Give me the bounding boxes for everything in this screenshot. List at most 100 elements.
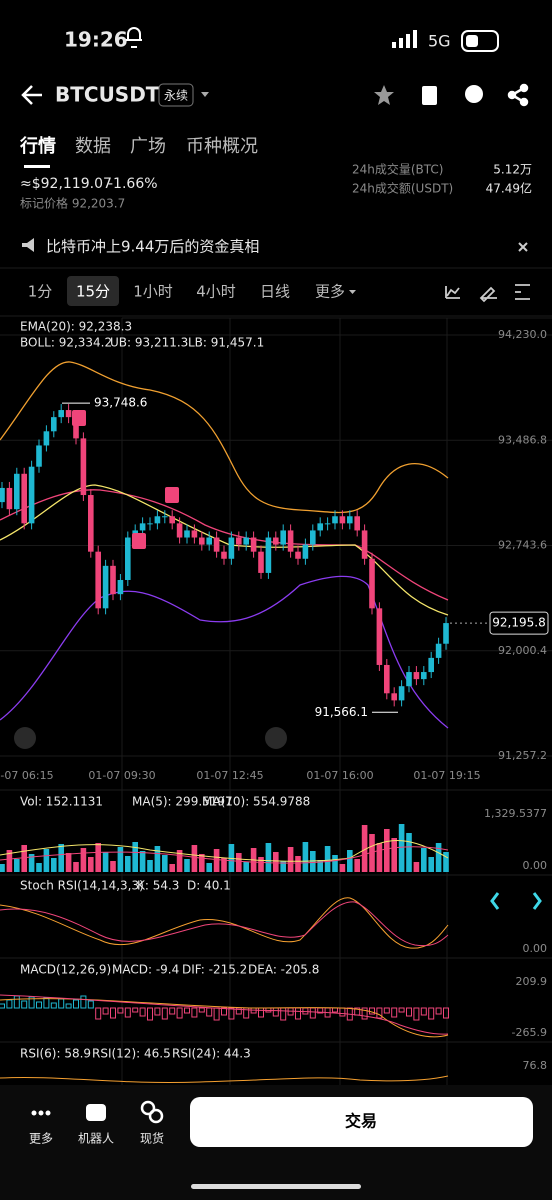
banner[interactable]: 比特币冲上9.44万后的资金真相 — [46, 238, 259, 256]
stoch-k: K: 54.3 — [137, 879, 179, 893]
interval[interactable]: 日线 — [260, 283, 290, 301]
time-grid — [121, 317, 552, 1085]
signal-icon — [392, 30, 417, 48]
interval[interactable]: 更多 — [315, 283, 345, 301]
volume-bar — [80, 848, 87, 872]
macd-bar — [65, 1003, 72, 1009]
tab[interactable]: 币种概况 — [186, 136, 258, 157]
widget[interactable] — [490, 892, 542, 910]
draw-tool[interactable] — [479, 286, 497, 303]
volume-bar — [169, 864, 175, 872]
interval[interactable]: 1小时 — [133, 283, 173, 301]
macd-bar — [147, 1007, 153, 1021]
robot-icon[interactable] — [86, 1104, 106, 1121]
volume-bar — [139, 851, 146, 872]
settings[interactable] — [515, 284, 530, 300]
bot-icon[interactable] — [465, 85, 483, 103]
dea-line — [0, 994, 449, 1035]
last-price-box — [489, 611, 549, 635]
macd-bar — [87, 1000, 94, 1009]
high-label: 93,748.6 — [94, 396, 147, 410]
macd-bar — [0, 1003, 5, 1009]
more-icon[interactable] — [31, 1110, 51, 1116]
macd-bar — [228, 1007, 235, 1020]
mark-price: 标记价格 92,203.7 — [20, 196, 125, 211]
volume-bar — [147, 860, 153, 872]
volume-bar — [280, 861, 286, 872]
notes[interactable] — [422, 86, 437, 105]
ub-label: UB: 93,211.3 — [110, 336, 188, 350]
macd-bar — [198, 1007, 205, 1013]
volume-bar — [258, 857, 264, 872]
home-indicator — [191, 1184, 361, 1189]
rsi12: RSI(12): 46.5 — [92, 1047, 171, 1061]
vol: 5.12万 — [493, 163, 532, 177]
volume-bar — [21, 845, 27, 872]
volume-bar — [117, 847, 124, 872]
volume-bar — [287, 847, 294, 872]
vol-top: 1,329.5377 — [484, 807, 547, 820]
vol-bottom: 0.00 — [523, 859, 548, 872]
macd-bar — [221, 1007, 227, 1016]
macd-bar — [154, 1007, 161, 1016]
volume-bar — [65, 853, 72, 872]
tab[interactable]: 广场 — [130, 136, 166, 157]
volume-bar — [421, 848, 427, 872]
volume-bar — [176, 850, 183, 872]
trade[interactable]: 交易 — [345, 1112, 377, 1131]
volume-bar — [0, 864, 5, 872]
volume-bar — [14, 859, 20, 872]
volume-bar — [369, 834, 375, 872]
macd-bar — [413, 1007, 420, 1021]
favorite[interactable] — [374, 85, 394, 105]
volume-bar — [391, 838, 397, 872]
volume-bar — [324, 846, 331, 872]
macd-bar — [110, 1007, 116, 1019]
change: -1.66% — [108, 176, 158, 192]
boll-upper — [0, 361, 449, 514]
share[interactable] — [507, 83, 529, 107]
speaker-icon — [22, 238, 34, 252]
interval[interactable]: 4小时 — [196, 283, 236, 301]
interval[interactable]: 1分 — [28, 283, 53, 301]
macd-bar — [50, 1002, 57, 1009]
dropdown[interactable] — [201, 92, 209, 97]
spot-icon[interactable] — [140, 1100, 164, 1124]
chart-type[interactable] — [445, 286, 460, 299]
macd-dea: DEA: -205.8 — [248, 963, 319, 977]
macd-bar — [80, 995, 87, 1009]
mute-icon — [126, 27, 142, 48]
last-price: 92,195.8 — [492, 616, 545, 630]
back-button[interactable] — [21, 85, 42, 105]
volume-bar — [265, 843, 272, 872]
close-banner[interactable] — [518, 242, 528, 252]
lb-label: LB: 91,457.1 — [188, 336, 264, 350]
trade-button[interactable] — [190, 1097, 533, 1147]
tab[interactable]: 行情 — [19, 135, 56, 157]
macd-bar — [139, 1007, 146, 1017]
volume-bar — [302, 842, 309, 872]
stoch-bottom: 0.00 — [523, 942, 548, 955]
macd-dif: DIF: -215.2 — [182, 963, 247, 977]
volume-bar — [236, 853, 242, 872]
macd-bottom: -265.9 — [512, 1026, 547, 1039]
macd-bar — [428, 1007, 435, 1020]
interval[interactable]: 15分 — [76, 283, 110, 301]
visibility-toggle[interactable] — [265, 727, 287, 749]
volume-bar — [310, 851, 316, 872]
volume-bar — [376, 843, 383, 872]
contract: 永续 — [164, 89, 188, 103]
symbol[interactable]: BTCUSDT — [55, 83, 160, 107]
macd-bar — [124, 1007, 131, 1018]
macd-top: 209.9 — [516, 975, 548, 988]
tab[interactable]: 数据 — [75, 136, 111, 157]
volume-bar — [354, 859, 360, 872]
scale-toggle[interactable] — [14, 727, 36, 749]
macd-bar — [391, 1007, 398, 1018]
more[interactable]: 更多 — [29, 1132, 53, 1146]
spot[interactable]: 现货 — [140, 1131, 164, 1146]
boll-lower — [0, 575, 449, 729]
robot[interactable]: 机器人 — [78, 1132, 114, 1146]
macd-bar — [184, 1007, 190, 1014]
